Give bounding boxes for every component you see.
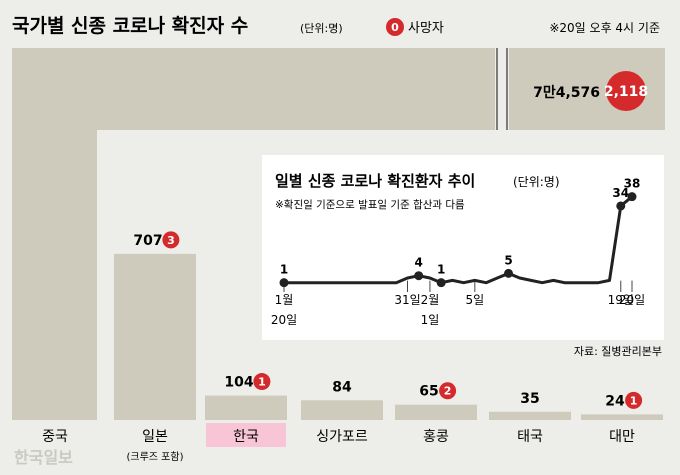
death-legend-number: 0	[391, 21, 399, 34]
death-label-2: 1	[258, 376, 266, 389]
category-label-0: 중국	[42, 429, 68, 445]
x-tick-sublabel-2: 1일	[421, 313, 440, 327]
death-legend-label: 사망자	[408, 21, 444, 36]
line-chart-note: ※확진일 기준으로 발표일 기준 합산과 다름	[275, 198, 465, 211]
point-label-2: 1	[437, 263, 445, 277]
point-0	[279, 278, 289, 288]
death-legend-badge	[386, 18, 404, 36]
x-tick-label-3: 5일	[465, 293, 484, 307]
bar-1	[114, 253, 196, 420]
death-badge-china	[606, 71, 646, 111]
point-2	[436, 278, 446, 288]
category-label-6: 대만	[609, 429, 635, 445]
x-tick-label-2: 2월	[421, 293, 440, 307]
value-label-6: 24	[605, 393, 625, 409]
point-1	[414, 271, 424, 281]
death-badge-4	[439, 382, 457, 400]
death-label-6: 1	[630, 394, 638, 407]
category-label-2: 한국	[233, 429, 259, 445]
watermark-logo: 한국일보	[14, 448, 73, 467]
value-label-china: 7만4,576	[533, 85, 600, 101]
point-label-5: 38	[624, 177, 641, 191]
value-label-4: 65	[419, 384, 438, 400]
death-badge-1	[162, 231, 180, 249]
value-label-2: 104	[224, 375, 253, 391]
category-label-5: 태국	[517, 429, 543, 445]
timestamp-note: ※20일 오후 4시 기준	[549, 21, 660, 35]
category-sublabel-1: (크루즈 포함)	[127, 451, 184, 463]
line-chart-panel	[262, 155, 664, 340]
point-label-3: 5	[504, 253, 512, 267]
point-label-4: 34	[612, 186, 629, 200]
death-label-1: 3	[167, 234, 175, 247]
x-tick-label-5: 20일	[619, 293, 645, 307]
point-label-0: 1	[280, 263, 288, 277]
line-series	[284, 195, 633, 285]
point-5	[627, 192, 637, 202]
bar-6	[581, 414, 663, 420]
korea-highlight	[206, 423, 286, 447]
category-label-1: 일본	[142, 429, 168, 445]
x-tick-label-1: 31일	[394, 293, 420, 307]
death-badge-6	[625, 391, 643, 409]
line-chart-title: 일별 신종 코로나 확진환자 추이	[275, 172, 475, 190]
value-label-5: 35	[520, 391, 539, 407]
bar-3	[301, 400, 383, 420]
bar-4	[395, 404, 477, 420]
x-tick-label-4: 19일	[608, 293, 634, 307]
category-label-3: 싱가포르	[316, 429, 368, 445]
chart-title: 국가별 신종 코로나 확진자 수	[12, 14, 248, 37]
source-note: 자료: 질병관리본부	[574, 345, 662, 358]
death-label-4: 2	[444, 385, 452, 398]
x-tick-label-0: 1월	[275, 293, 294, 307]
death-label-china: 2,118	[604, 84, 648, 100]
death-badge-2	[253, 373, 271, 391]
unit-label: (단위:명)	[300, 22, 343, 35]
line-chart-unit: (단위:명)	[513, 175, 560, 189]
point-4	[616, 201, 626, 211]
bar-china	[12, 44, 665, 420]
bar-2	[205, 395, 287, 420]
point-label-1: 4	[415, 256, 423, 270]
x-tick-sublabel-0: 20일	[271, 313, 297, 327]
category-label-4: 홍콩	[423, 429, 449, 445]
value-label-3: 84	[332, 379, 352, 395]
point-3	[504, 268, 514, 278]
bar-5	[489, 411, 571, 420]
value-label-1: 707	[133, 233, 162, 249]
